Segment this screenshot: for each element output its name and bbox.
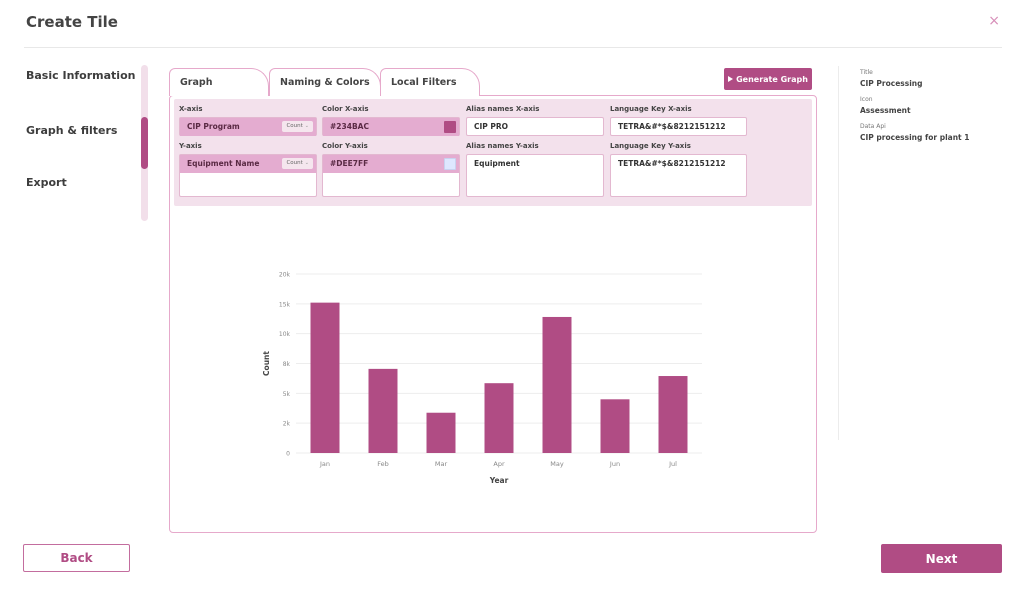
nav-progress-indicator: [141, 117, 148, 169]
color-y-axis-value: #DEE7FF: [323, 155, 459, 173]
language-key-y-axis-input[interactable]: TETRA&#*$&8212151212: [610, 154, 747, 197]
info-api-label: Data Api: [860, 123, 886, 130]
next-button[interactable]: Next: [881, 544, 1002, 573]
nav-item-basic-information[interactable]: Basic Information: [26, 69, 136, 82]
generate-graph-label: Generate Graph: [736, 74, 808, 84]
y-axis-label: Y-axis: [179, 142, 202, 150]
x-tick-label: Apr: [493, 460, 505, 468]
y-tick-label: 0: [286, 451, 290, 458]
tab-label: Naming & Colors: [280, 77, 370, 88]
aggregation-label: Count: [286, 160, 303, 166]
language-key-x-axis-value: TETRA&#*$&8212151212: [618, 122, 726, 131]
alias-y-axis-label: Alias names Y-axis: [466, 142, 539, 150]
x-axis-value: CIP Program: [180, 118, 316, 136]
x-axis-title: Year: [489, 476, 509, 485]
color-swatch-y[interactable]: [444, 158, 456, 170]
info-icon-label: Icon: [860, 96, 873, 103]
color-x-axis-value: #234BAC: [323, 118, 459, 136]
y-tick-label: 10k: [279, 331, 291, 338]
x-tick-label: Feb: [377, 460, 389, 468]
alias-x-axis-label: Alias names X-axis: [466, 105, 540, 113]
language-key-x-axis-input[interactable]: TETRA&#*$&8212151212: [610, 117, 747, 136]
header: Create Tile ×: [0, 0, 1024, 48]
info-title-value: CIP Processing: [860, 79, 923, 88]
x-axis-label: X-axis: [179, 105, 203, 113]
header-divider: [24, 47, 1002, 48]
color-x-axis-field[interactable]: #234BAC: [322, 117, 460, 136]
tab-local-filters[interactable]: Local Filters: [380, 68, 480, 96]
y-axis-select[interactable]: Equipment Name Count ⌄: [179, 154, 317, 197]
info-api-value: CIP processing for plant 1: [860, 133, 970, 142]
alias-y-axis-input[interactable]: Equipment: [466, 154, 604, 197]
bar-jan: [310, 302, 340, 453]
language-key-y-axis-value: TETRA&#*$&8212151212: [618, 159, 726, 168]
color-y-axis-field[interactable]: #DEE7FF: [322, 154, 460, 197]
y-tick-label: 20k: [279, 272, 291, 279]
tab-graph[interactable]: Graph: [169, 68, 269, 96]
bar-mar: [426, 412, 456, 453]
play-icon: [728, 76, 734, 82]
alias-x-axis-value: CIP PRO: [474, 122, 509, 131]
tab-naming-colors[interactable]: Naming & Colors: [269, 68, 381, 96]
close-icon[interactable]: ×: [988, 13, 1000, 29]
language-key-x-axis-label: Language Key X-axis: [610, 105, 692, 113]
y-axis-title: Count: [262, 351, 271, 376]
side-panel-divider: [838, 66, 839, 440]
tab-label: Graph: [180, 77, 213, 88]
nav-item-export[interactable]: Export: [26, 176, 67, 189]
y-tick-label: 2k: [283, 421, 291, 428]
y-tick-label: 15k: [279, 301, 291, 308]
x-tick-label: May: [550, 460, 564, 468]
bar-may: [542, 316, 572, 453]
bar-feb: [368, 368, 398, 453]
alias-x-axis-input[interactable]: CIP PRO: [466, 117, 604, 136]
page-title: Create Tile: [26, 13, 118, 31]
x-axis-select[interactable]: CIP Program Count ⌄: [179, 117, 317, 136]
info-icon-value: Assessment: [860, 106, 911, 115]
bar-apr: [484, 383, 514, 453]
generate-graph-button[interactable]: Generate Graph: [724, 68, 812, 90]
info-title-label: Title: [860, 69, 873, 76]
bar-jul: [658, 376, 688, 453]
x-tick-label: Mar: [435, 460, 448, 468]
x-tick-label: Jun: [609, 460, 620, 468]
alias-y-axis-value: Equipment: [474, 159, 520, 168]
color-y-axis-label: Color Y-axis: [322, 142, 368, 150]
x-axis-aggregation-select[interactable]: Count ⌄: [282, 121, 313, 132]
y-axis-value: Equipment Name: [180, 155, 316, 173]
chevron-down-icon: ⌄: [304, 123, 309, 129]
y-axis-aggregation-select[interactable]: Count ⌄: [282, 158, 313, 169]
color-x-axis-label: Color X-axis: [322, 105, 369, 113]
bar-jun: [600, 399, 630, 453]
aggregation-label: Count: [286, 123, 303, 129]
color-swatch-x[interactable]: [444, 121, 456, 133]
x-tick-label: Jan: [319, 460, 330, 468]
nav-item-graph-filters[interactable]: Graph & filters: [26, 124, 118, 137]
y-tick-label: 8k: [283, 361, 291, 368]
bar-chart: 0 2k 5k 8k 10k 15k 20k Jan Feb Mar Apr May Jun Jul Yea…: [262, 272, 702, 485]
y-tick-label: 5k: [283, 391, 291, 398]
x-tick-label: Jul: [668, 460, 677, 468]
back-button[interactable]: Back: [23, 544, 130, 572]
chevron-down-icon: ⌄: [304, 160, 309, 166]
tab-label: Local Filters: [391, 77, 457, 88]
language-key-y-axis-label: Language Key Y-axis: [610, 142, 691, 150]
